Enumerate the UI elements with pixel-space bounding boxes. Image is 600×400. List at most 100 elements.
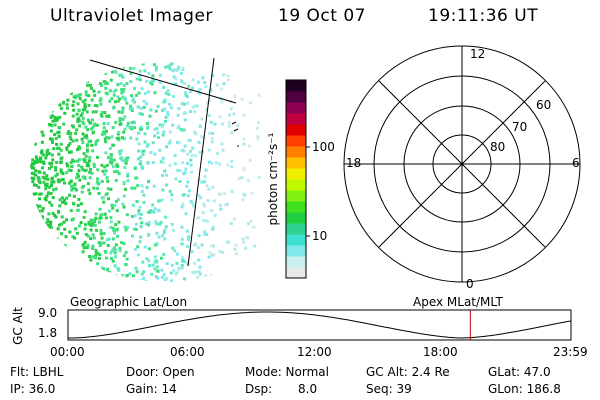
speckle <box>77 94 81 98</box>
speckle <box>50 161 53 165</box>
speckle <box>182 128 186 132</box>
speckle <box>168 189 172 193</box>
speckle <box>153 91 157 95</box>
speckle <box>102 122 106 126</box>
speckle <box>180 242 184 246</box>
speckle <box>191 105 195 109</box>
speckle <box>47 152 51 156</box>
speckle <box>114 71 118 74</box>
speckle <box>175 271 179 275</box>
speckle <box>210 140 214 144</box>
speckle <box>107 136 111 140</box>
speckle <box>176 126 180 130</box>
speckle <box>241 237 245 241</box>
speckle <box>102 231 106 235</box>
speckle <box>77 169 81 173</box>
speckle <box>50 180 54 184</box>
speckle <box>110 161 114 165</box>
speckle <box>223 192 227 196</box>
speckle <box>180 264 184 267</box>
colorbar-segment <box>286 157 306 169</box>
speckle <box>108 99 112 103</box>
speckle <box>133 126 137 130</box>
speckle <box>128 66 132 70</box>
speckle <box>87 188 91 192</box>
speckle <box>76 118 80 122</box>
speckle <box>110 135 114 139</box>
speckle <box>80 165 84 169</box>
dsp-value: 8.0 <box>298 382 318 396</box>
speckle <box>138 69 142 73</box>
speckle <box>211 244 215 248</box>
speckle <box>74 227 78 231</box>
speckle <box>111 165 115 168</box>
speckle <box>104 91 108 95</box>
speckle <box>172 82 176 86</box>
speckle <box>208 160 211 164</box>
speckle <box>56 209 60 213</box>
speckle <box>131 215 134 218</box>
speckle <box>157 136 160 139</box>
speckle <box>80 137 84 141</box>
speckle <box>94 216 98 220</box>
timeline-left-caption: Geographic Lat/Lon <box>70 295 188 309</box>
speckle <box>212 253 216 257</box>
speckle <box>132 120 136 124</box>
speckle <box>94 110 98 114</box>
speckle <box>181 256 185 260</box>
speckle <box>166 89 170 93</box>
speckle <box>98 99 102 103</box>
speckle <box>32 172 36 176</box>
speckle <box>82 122 86 126</box>
speckle <box>71 201 75 205</box>
speckle <box>56 227 60 231</box>
speckle <box>126 121 130 125</box>
speckle <box>59 107 63 110</box>
speckle <box>99 232 103 236</box>
speckle <box>45 184 49 188</box>
speckle <box>146 161 150 165</box>
speckle <box>122 130 126 134</box>
speckle <box>128 107 132 111</box>
speckle <box>90 98 94 102</box>
speckle <box>84 223 88 227</box>
speckle <box>71 114 75 118</box>
speckle <box>145 144 149 148</box>
speckle <box>52 188 56 192</box>
speckle <box>129 136 133 140</box>
speckle <box>160 198 164 202</box>
speckle <box>126 226 130 230</box>
gcalt-info: GC Alt: 2.4 Re <box>366 365 450 379</box>
colorbar-segment <box>286 113 306 125</box>
speckle <box>116 227 120 231</box>
speckle <box>248 158 252 162</box>
speckle <box>112 246 116 250</box>
speckle <box>164 91 168 95</box>
speckle <box>170 279 174 282</box>
speckle <box>161 160 165 164</box>
speckle <box>198 92 202 96</box>
speckle <box>139 160 143 163</box>
speckle <box>250 191 254 195</box>
speckle <box>35 160 39 164</box>
speckle <box>73 194 76 198</box>
speckle <box>174 177 178 181</box>
speckle <box>89 139 93 143</box>
speckle <box>99 241 103 245</box>
speckle <box>81 116 85 120</box>
speckle <box>87 118 90 122</box>
speckle <box>89 218 93 222</box>
speckle <box>63 243 67 247</box>
speckle <box>158 123 162 127</box>
speckle <box>240 97 244 101</box>
speckle <box>136 105 140 109</box>
speckle <box>183 102 187 106</box>
speckle <box>240 176 244 180</box>
speckle <box>162 272 166 276</box>
speckle <box>80 185 84 189</box>
speckle <box>71 103 75 107</box>
speckle <box>119 74 123 77</box>
speckle <box>72 108 76 112</box>
speckle <box>160 256 163 260</box>
